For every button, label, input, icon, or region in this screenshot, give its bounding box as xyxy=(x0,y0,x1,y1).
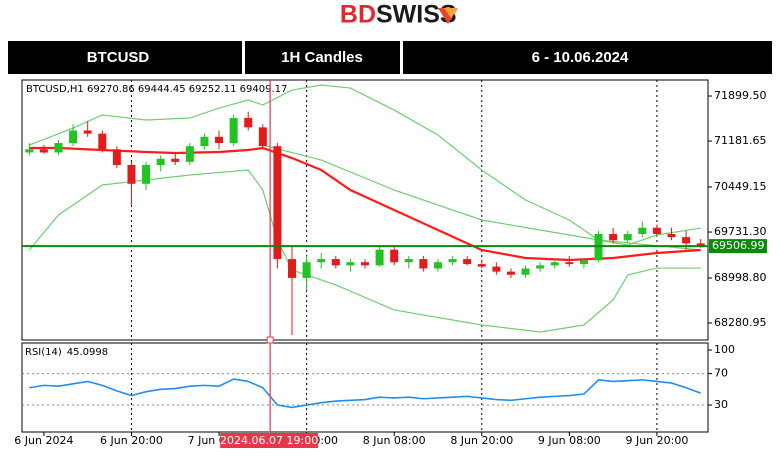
header-text: 1H Candles xyxy=(281,49,363,66)
candle-body xyxy=(127,164,136,184)
logo-part: BD xyxy=(340,1,376,29)
chart-info: BTCUSD,H1 69270.86 69444.45 69252.11 694… xyxy=(26,84,287,95)
crosshair-marker xyxy=(266,336,274,344)
candle-body xyxy=(273,146,282,260)
logo-icon xyxy=(444,8,458,18)
last-price-box xyxy=(709,239,767,254)
candle-body xyxy=(682,237,691,244)
candle-body xyxy=(623,233,632,241)
x-tick-label: 9 Jun 08:00 xyxy=(538,434,601,447)
rsi-value: 45.0998 xyxy=(67,347,108,358)
header-text: 6 - 10.06.2024 xyxy=(532,49,629,66)
y-tick-label: 70 xyxy=(714,367,728,380)
price-panel xyxy=(21,79,709,341)
candle-body xyxy=(506,271,515,275)
plot-area xyxy=(25,84,705,335)
candle-body xyxy=(244,117,253,128)
candle-body xyxy=(492,266,501,272)
y-tick-label: 69731.30 xyxy=(714,225,767,238)
rsi-panel xyxy=(21,342,709,433)
candle-body xyxy=(404,259,413,263)
candle-body xyxy=(69,130,78,144)
candle-body xyxy=(142,164,151,184)
candle-body xyxy=(579,260,588,265)
candle-body xyxy=(331,259,340,266)
candle-body xyxy=(448,259,457,263)
candle-body xyxy=(171,158,180,162)
candle-body xyxy=(200,136,209,147)
header-text: BTCUSD xyxy=(87,49,150,66)
candle-body xyxy=(112,149,121,165)
candle-body xyxy=(185,146,194,162)
candle-body xyxy=(609,233,618,241)
header-cell xyxy=(245,41,400,74)
candle-body xyxy=(54,143,63,153)
y-tick-label: 30 xyxy=(714,398,728,411)
candle-body xyxy=(156,158,165,165)
candle-body xyxy=(696,243,705,247)
rsi-title: RSI(14) xyxy=(25,347,62,358)
last-price-label: 69506.99 xyxy=(712,239,765,252)
candle-body xyxy=(98,133,107,150)
candle-body xyxy=(302,262,311,278)
candle-body xyxy=(463,259,472,265)
candle-body xyxy=(550,262,559,266)
candle-body xyxy=(346,262,355,266)
x-tick-label: 8 Jun 20:00 xyxy=(450,434,513,447)
candle-body xyxy=(375,249,384,266)
candle-body xyxy=(25,149,34,153)
indicator-line xyxy=(262,144,701,251)
candle-body xyxy=(288,259,297,278)
candle-body xyxy=(477,264,486,267)
candle-body xyxy=(39,149,48,153)
crosshair-box xyxy=(220,433,319,448)
candle-body xyxy=(667,233,676,238)
y-tick-label: 68998.80 xyxy=(714,271,767,284)
header-cell xyxy=(403,41,772,74)
rsi-line xyxy=(29,378,701,409)
candle-body xyxy=(419,259,428,269)
x-tick-label: 8 Jun 08:00 xyxy=(363,434,426,447)
y-tick-label: 100 xyxy=(714,343,735,356)
crosshair-label: 2024.06.07 19:00 xyxy=(220,434,318,447)
candle-body xyxy=(565,262,574,265)
candle-body xyxy=(229,117,238,144)
header-cell xyxy=(8,41,242,74)
y-tick-label: 70449.15 xyxy=(714,180,767,193)
y-tick-label: 71181.65 xyxy=(714,134,767,147)
candle-body xyxy=(521,268,530,275)
candle-body xyxy=(536,265,545,269)
y-tick-label: 71899.50 xyxy=(714,89,767,102)
indicator-line xyxy=(28,169,701,333)
candle-body xyxy=(652,227,661,234)
x-tick-label: 6 Jun 2024 xyxy=(14,434,73,447)
candle-body xyxy=(258,127,267,147)
candle-body xyxy=(215,136,224,144)
x-tick-label: 6 Jun 20:00 xyxy=(100,434,163,447)
candle-body xyxy=(638,227,647,234)
candle-body xyxy=(361,262,369,266)
indicator-line xyxy=(29,84,701,246)
candle-body xyxy=(83,130,92,134)
candle-body xyxy=(390,249,399,263)
candle-body xyxy=(433,262,442,269)
candle-body xyxy=(594,233,603,261)
candle-body xyxy=(317,259,326,263)
x-tick-label: 9 Jun 20:00 xyxy=(625,434,688,447)
y-tick-label: 68280.95 xyxy=(714,316,767,329)
